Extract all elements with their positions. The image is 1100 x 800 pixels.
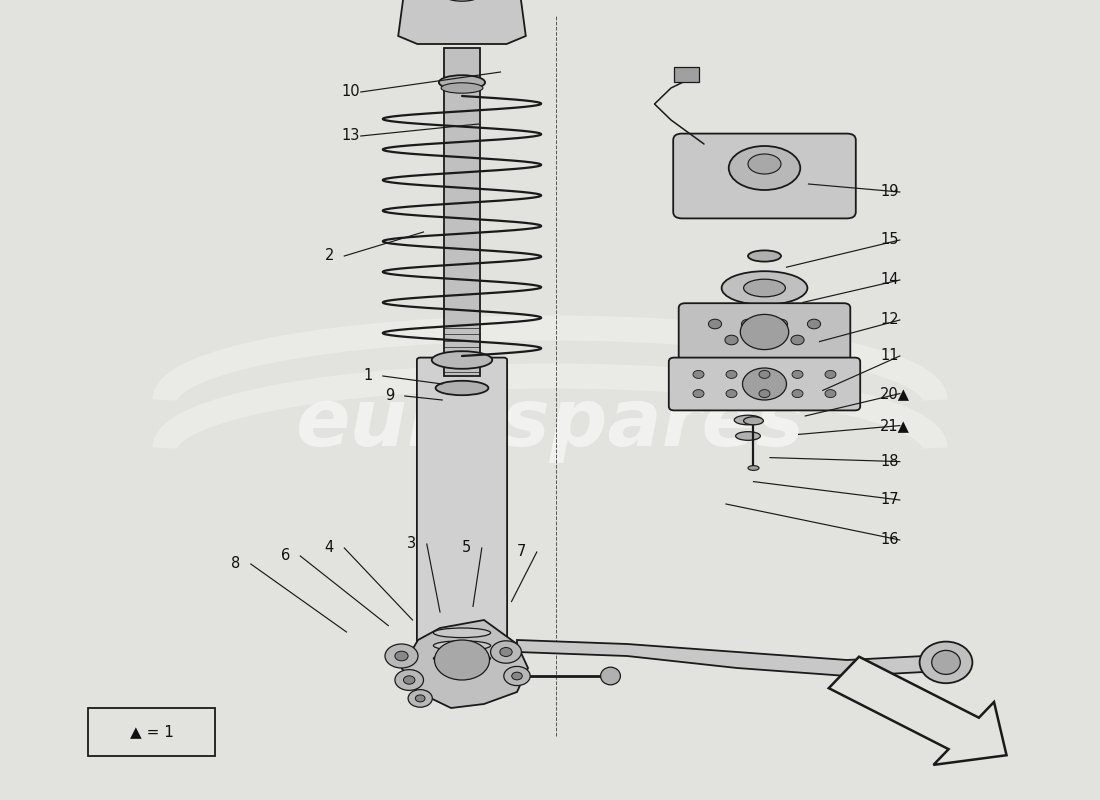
Ellipse shape bbox=[748, 250, 781, 262]
Circle shape bbox=[726, 370, 737, 378]
Circle shape bbox=[512, 672, 522, 680]
Ellipse shape bbox=[441, 82, 483, 94]
Circle shape bbox=[740, 314, 789, 350]
Ellipse shape bbox=[736, 432, 760, 440]
Text: 18: 18 bbox=[880, 454, 899, 469]
Circle shape bbox=[742, 368, 786, 400]
Ellipse shape bbox=[734, 415, 761, 425]
Ellipse shape bbox=[433, 654, 491, 663]
Ellipse shape bbox=[728, 146, 801, 190]
Circle shape bbox=[395, 670, 424, 690]
Ellipse shape bbox=[431, 351, 493, 369]
Ellipse shape bbox=[440, 0, 484, 2]
FancyBboxPatch shape bbox=[417, 358, 507, 670]
Ellipse shape bbox=[433, 641, 491, 650]
Text: 7: 7 bbox=[517, 545, 527, 559]
Text: 9: 9 bbox=[385, 389, 394, 403]
Circle shape bbox=[825, 390, 836, 398]
Ellipse shape bbox=[744, 279, 785, 297]
FancyBboxPatch shape bbox=[88, 708, 214, 756]
Ellipse shape bbox=[748, 154, 781, 174]
Circle shape bbox=[408, 690, 432, 707]
FancyBboxPatch shape bbox=[673, 134, 856, 218]
Circle shape bbox=[434, 640, 490, 680]
Text: 10: 10 bbox=[341, 85, 360, 99]
Circle shape bbox=[499, 647, 513, 657]
Text: 1: 1 bbox=[363, 369, 372, 383]
Text: 12: 12 bbox=[880, 313, 899, 327]
FancyBboxPatch shape bbox=[679, 303, 850, 361]
Circle shape bbox=[504, 666, 530, 686]
Polygon shape bbox=[517, 640, 924, 676]
Text: eurospares: eurospares bbox=[296, 385, 804, 463]
Circle shape bbox=[759, 390, 770, 398]
Ellipse shape bbox=[744, 417, 763, 425]
Circle shape bbox=[807, 319, 821, 329]
Ellipse shape bbox=[601, 667, 620, 685]
Ellipse shape bbox=[932, 650, 960, 674]
Polygon shape bbox=[402, 620, 528, 708]
Ellipse shape bbox=[439, 75, 485, 90]
Text: 14: 14 bbox=[880, 273, 899, 287]
Text: 5: 5 bbox=[462, 541, 471, 555]
Text: 15: 15 bbox=[880, 233, 899, 247]
Ellipse shape bbox=[436, 381, 488, 395]
Circle shape bbox=[491, 641, 521, 663]
Circle shape bbox=[693, 370, 704, 378]
Polygon shape bbox=[398, 0, 526, 44]
Ellipse shape bbox=[722, 271, 807, 305]
Circle shape bbox=[385, 644, 418, 668]
Circle shape bbox=[708, 319, 722, 329]
Circle shape bbox=[792, 370, 803, 378]
Circle shape bbox=[741, 319, 755, 329]
Polygon shape bbox=[828, 657, 1006, 765]
Circle shape bbox=[792, 390, 803, 398]
Circle shape bbox=[725, 335, 738, 345]
Text: 3: 3 bbox=[407, 537, 416, 551]
Ellipse shape bbox=[748, 466, 759, 470]
Ellipse shape bbox=[920, 642, 972, 683]
FancyBboxPatch shape bbox=[669, 358, 860, 410]
Circle shape bbox=[416, 695, 425, 702]
Bar bbox=[674, 67, 698, 82]
Text: 13: 13 bbox=[341, 129, 360, 143]
Circle shape bbox=[395, 651, 408, 661]
Circle shape bbox=[758, 335, 771, 345]
Text: 19: 19 bbox=[880, 185, 899, 199]
Circle shape bbox=[726, 390, 737, 398]
Text: 4: 4 bbox=[324, 541, 333, 555]
Circle shape bbox=[693, 390, 704, 398]
Circle shape bbox=[825, 370, 836, 378]
Circle shape bbox=[404, 676, 415, 684]
Circle shape bbox=[759, 370, 770, 378]
Text: 8: 8 bbox=[231, 557, 240, 571]
Text: ▲ = 1: ▲ = 1 bbox=[130, 725, 174, 739]
Text: 2: 2 bbox=[324, 249, 334, 263]
Text: 6: 6 bbox=[280, 549, 289, 563]
Ellipse shape bbox=[433, 628, 491, 638]
Text: 20▲: 20▲ bbox=[880, 386, 910, 401]
Circle shape bbox=[791, 335, 804, 345]
Text: 11: 11 bbox=[880, 349, 899, 363]
Text: 17: 17 bbox=[880, 493, 899, 507]
Bar bbox=[444, 48, 480, 376]
Circle shape bbox=[774, 319, 788, 329]
Text: 21▲: 21▲ bbox=[880, 418, 910, 433]
Text: 16: 16 bbox=[880, 533, 899, 547]
